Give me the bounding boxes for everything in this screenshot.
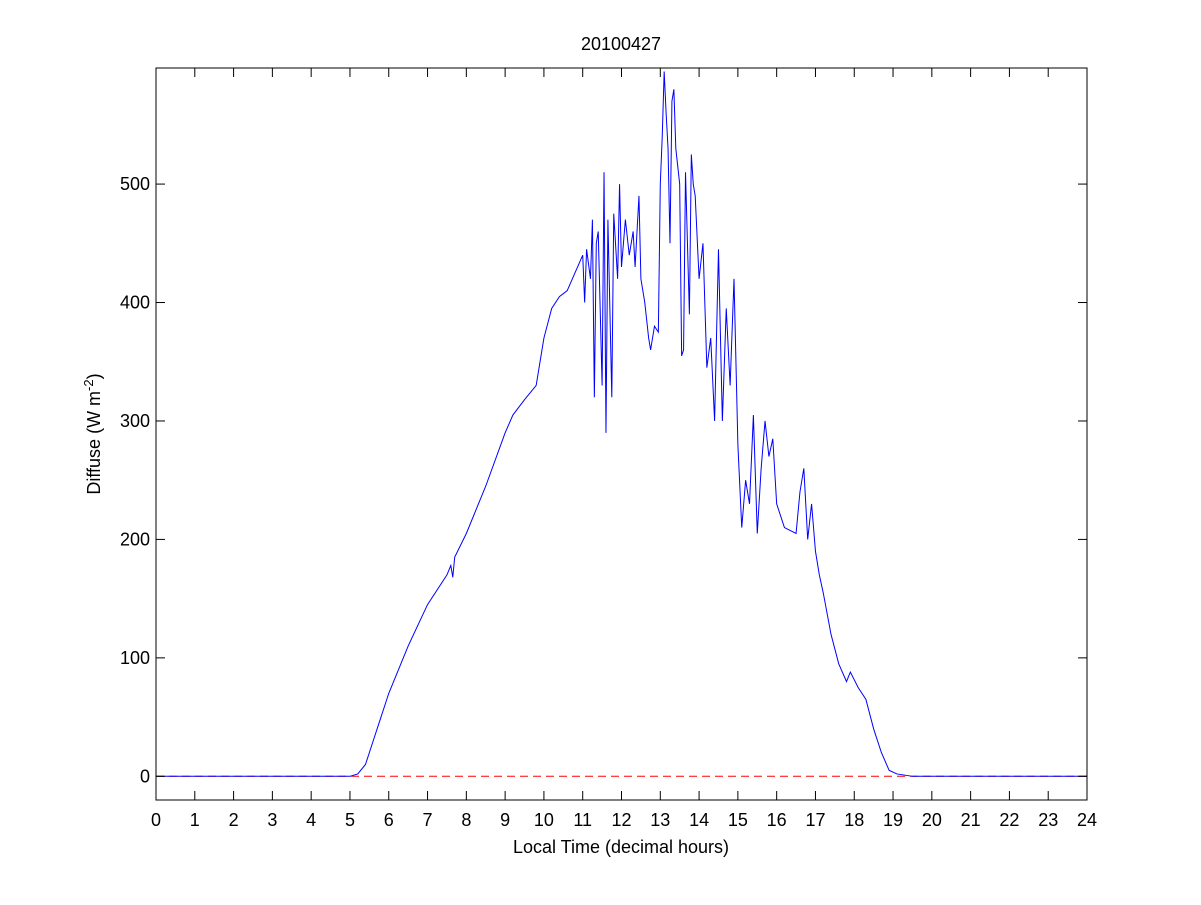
x-axis-label: Local Time (decimal hours)	[513, 837, 729, 857]
x-tick-label: 23	[1038, 810, 1058, 830]
y-tick-label: 100	[120, 648, 150, 668]
y-tick-label: 500	[120, 174, 150, 194]
y-tick-label: 0	[140, 766, 150, 786]
plot-area	[156, 68, 1087, 800]
x-tick-label: 7	[423, 810, 433, 830]
y-tick-label: 400	[120, 293, 150, 313]
x-tick-label: 15	[728, 810, 748, 830]
chart-title: 20100427	[581, 34, 661, 54]
x-tick-label: 18	[844, 810, 864, 830]
y-label-end: )	[84, 373, 104, 379]
x-tick-label: 22	[999, 810, 1019, 830]
x-tick-label: 6	[384, 810, 394, 830]
y-tick-label: 200	[120, 529, 150, 549]
x-tick-label: 16	[767, 810, 787, 830]
y-label-text: Diffuse (W m	[84, 391, 104, 495]
x-tick-label: 17	[805, 810, 825, 830]
y-axis-label: Diffuse (W m-2)	[81, 373, 104, 494]
y-tick-label: 300	[120, 411, 150, 431]
x-tick-label: 5	[345, 810, 355, 830]
x-tick-label: 4	[306, 810, 316, 830]
x-tick-label: 13	[650, 810, 670, 830]
x-tick-label: 12	[611, 810, 631, 830]
x-tick-label: 19	[883, 810, 903, 830]
x-tick-label: 14	[689, 810, 709, 830]
x-tick-label: 24	[1077, 810, 1097, 830]
x-tick-label: 20	[922, 810, 942, 830]
x-tick-label: 9	[500, 810, 510, 830]
x-tick-label: 0	[151, 810, 161, 830]
y-label-sup: -2	[81, 379, 96, 391]
x-tick-label: 11	[573, 810, 592, 830]
x-tick-label: 2	[229, 810, 239, 830]
x-tick-label: 1	[190, 810, 200, 830]
x-tick-label: 8	[461, 810, 471, 830]
x-tick-label: 21	[961, 810, 981, 830]
x-tick-label: 10	[534, 810, 554, 830]
data-line	[156, 71, 1087, 777]
x-tick-label: 3	[267, 810, 277, 830]
